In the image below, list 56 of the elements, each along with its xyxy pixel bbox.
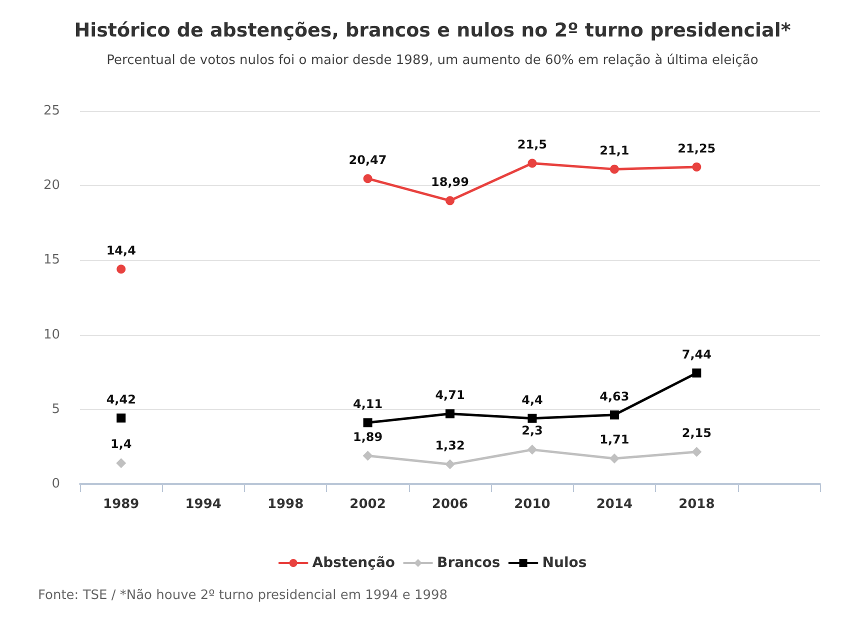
point (116, 414, 126, 423)
point (528, 158, 537, 168)
point (692, 368, 702, 378)
y-tick-label: 20 (43, 178, 60, 194)
legend-label: Brancos (437, 555, 500, 571)
point (446, 409, 454, 418)
data-label: 20,47 (348, 153, 387, 168)
data-label: 1,4 (110, 437, 132, 452)
point (610, 410, 619, 420)
data-label: 2,3 (522, 424, 543, 438)
legend-label: Nulos (542, 555, 587, 571)
point (609, 453, 620, 464)
data-label: 1,89 (352, 430, 383, 444)
point (445, 459, 455, 470)
point (528, 414, 537, 423)
point (362, 450, 373, 461)
data-label: 21,25 (678, 141, 716, 156)
data-label: 4,63 (600, 389, 630, 404)
x-tick-label: 2014 (596, 497, 633, 512)
point (610, 164, 619, 174)
point (363, 174, 372, 184)
data-label: 21,1 (600, 144, 630, 158)
data-label: 4,4 (522, 392, 543, 407)
source-note: Fonte: TSE / *Não houve 2º turno presidencial em 1994 e 1998 (38, 588, 448, 603)
data-label: 1,32 (435, 438, 465, 452)
y-tick-label: 10 (43, 327, 60, 342)
x-tick-label: 1998 (267, 497, 304, 512)
x-tick-label: 2010 (514, 497, 550, 512)
point (527, 444, 538, 455)
data-label: 2,15 (682, 426, 712, 440)
x-tick-label: 1994 (185, 497, 222, 512)
data-label: 18,99 (431, 175, 469, 190)
y-tick-label: 0 (52, 476, 60, 492)
point (692, 162, 702, 172)
data-label: 7,44 (682, 347, 712, 362)
point (446, 196, 454, 206)
data-label: 1,71 (600, 432, 630, 446)
point (116, 458, 126, 468)
chart-subtitle: Percentual de votos nulos foi o maior desde 1989, um aumento de 60% em relação à última eleição (106, 53, 758, 68)
data-label: 4,42 (106, 392, 136, 407)
data-label: 21,5 (517, 138, 548, 152)
data-label: 4,71 (435, 388, 465, 402)
point (116, 264, 126, 274)
x-tick-label: 2002 (350, 497, 386, 512)
point (363, 418, 372, 428)
x-tick-label: 2006 (432, 497, 468, 512)
chart-title: Histórico de abstenções, brancos e nulos no 2º turno presidencial* (74, 20, 791, 42)
legend-label: Abstenção (312, 555, 396, 571)
point (692, 446, 702, 457)
x-tick-label: 2018 (678, 497, 715, 512)
x-tick-label: 1989 (103, 497, 140, 512)
y-tick-label: 25 (43, 104, 60, 118)
y-tick-label: 5 (52, 402, 60, 417)
y-tick-label: 15 (43, 252, 60, 268)
data-label: 14,4 (106, 244, 136, 258)
data-label: 4,11 (352, 397, 383, 412)
